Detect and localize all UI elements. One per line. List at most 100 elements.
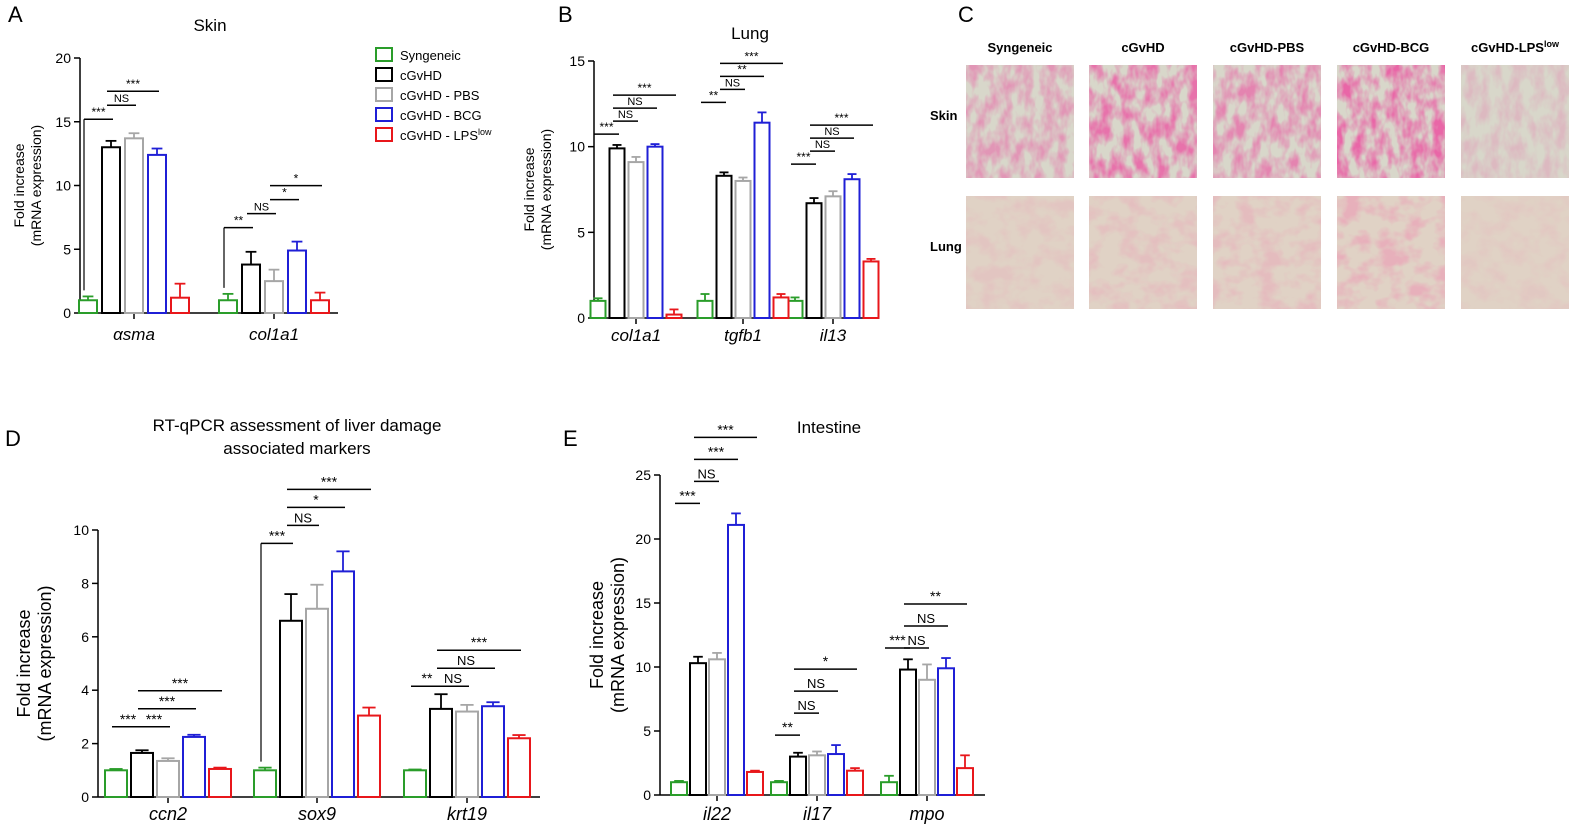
significance-label: NS [697,466,715,481]
y-tick-label: 5 [643,723,651,739]
y-tick-label: 0 [63,305,71,321]
bar [880,781,898,797]
x-category-label: tgfb1 [724,326,762,345]
significance-label: *** [744,49,758,63]
histology-stain [1337,65,1445,178]
significance-label: *** [679,487,696,503]
y-tick-label: 5 [577,224,585,240]
y-tick-label: 2 [81,736,89,752]
y-tick-label: 20 [635,531,651,547]
histology-column-header: cGvHD [1121,40,1164,55]
histology-column-header: cGvHD-PBS [1230,40,1305,55]
bar [789,755,807,796]
histology-stain [966,196,1074,309]
panel-label: D [5,426,21,451]
y-axis-label: Fold increase [521,147,537,231]
histology-row-label: Skin [930,108,958,123]
chart-title: Skin [193,16,226,35]
histology-stain [1089,196,1197,309]
significance-label: *** [91,105,105,119]
y-tick-label: 15 [569,53,585,69]
x-category-label: col1a1 [249,325,299,344]
x-category-label: col1a1 [611,326,661,345]
legend-swatch [375,47,393,62]
x-category-label: il17 [803,804,832,824]
panel-b-chart: B Lung Fold increase (mRNA expression) 0 5 10 1… [521,2,880,345]
bar [918,678,936,796]
significance-label: *** [172,675,189,691]
histology-stain [1213,65,1321,178]
bar [310,299,330,314]
significance-label: *** [120,711,137,727]
x-category-label: krt19 [447,804,487,824]
histology-stain [1213,196,1321,309]
legend-swatch [375,87,393,102]
x-category-label: mpo [909,804,944,824]
legend-swatch [375,67,393,82]
histology-column-header: cGvHD-LPSlow [1471,39,1560,55]
chart-title: Lung [731,24,769,43]
significance-label: NS [725,77,740,89]
significance-label: NS [824,126,839,138]
significance-label: NS [807,676,825,691]
significance-label: NS [797,698,815,713]
y-tick-label: 10 [73,522,89,538]
bar [627,161,645,319]
significance-label: * [313,491,319,507]
bar [665,313,683,320]
y-tick-label: 6 [81,629,89,645]
bar [147,153,167,314]
y-axis-label: (mRNA expression) [35,585,55,741]
y-tick-label: 8 [81,575,89,591]
legend-entry: cGvHD - LPSlow [400,127,492,143]
y-tick-label: 20 [55,50,71,66]
y-axis-label: (mRNA expression) [608,557,628,713]
significance-label: *** [834,111,848,125]
bar [156,759,180,799]
y-tick-label: 0 [643,787,651,803]
bar [772,296,790,320]
significance-label: *** [708,443,725,459]
significance-label: ** [930,588,941,604]
bar [689,662,707,796]
significance-label: ** [737,62,747,76]
bar [101,146,121,314]
significance-label: *** [717,421,734,437]
bar [670,781,688,797]
bar [715,174,733,319]
histology-row-label: Lung [930,239,962,254]
histology-stain [1089,65,1197,178]
bar [846,769,864,796]
bar [264,280,284,314]
histology-column-header: Syngeneic [987,40,1052,55]
significance-label: *** [796,150,810,164]
bar [279,619,303,799]
x-category-label: αsma [113,325,155,344]
y-axis-label: (mRNA expression) [538,129,554,250]
bar [786,299,804,320]
bar [746,770,764,797]
bar [78,299,98,314]
y-tick-label: 5 [63,241,71,257]
bar [253,769,277,798]
y-tick-label: 15 [635,595,651,611]
x-category-label: il13 [820,326,847,345]
panel-label: B [558,2,573,27]
legend-entry: cGvHD - BCG [400,108,482,123]
y-axis-label: Fold increase [587,581,607,689]
panel-label: C [958,2,974,27]
histology-stain [1461,196,1569,309]
significance-label: *** [269,527,286,543]
panel-label: E [563,426,578,451]
bar [481,705,505,798]
significance-label: * [823,653,829,669]
x-category-label: il22 [703,804,731,824]
bar [708,658,726,796]
significance-label: *** [889,632,906,648]
bar [218,299,238,314]
bar [287,249,307,314]
significance-label: *** [321,473,338,489]
significance-label: NS [254,202,269,214]
significance-label: ** [709,88,719,102]
y-tick-label: 10 [569,139,585,155]
